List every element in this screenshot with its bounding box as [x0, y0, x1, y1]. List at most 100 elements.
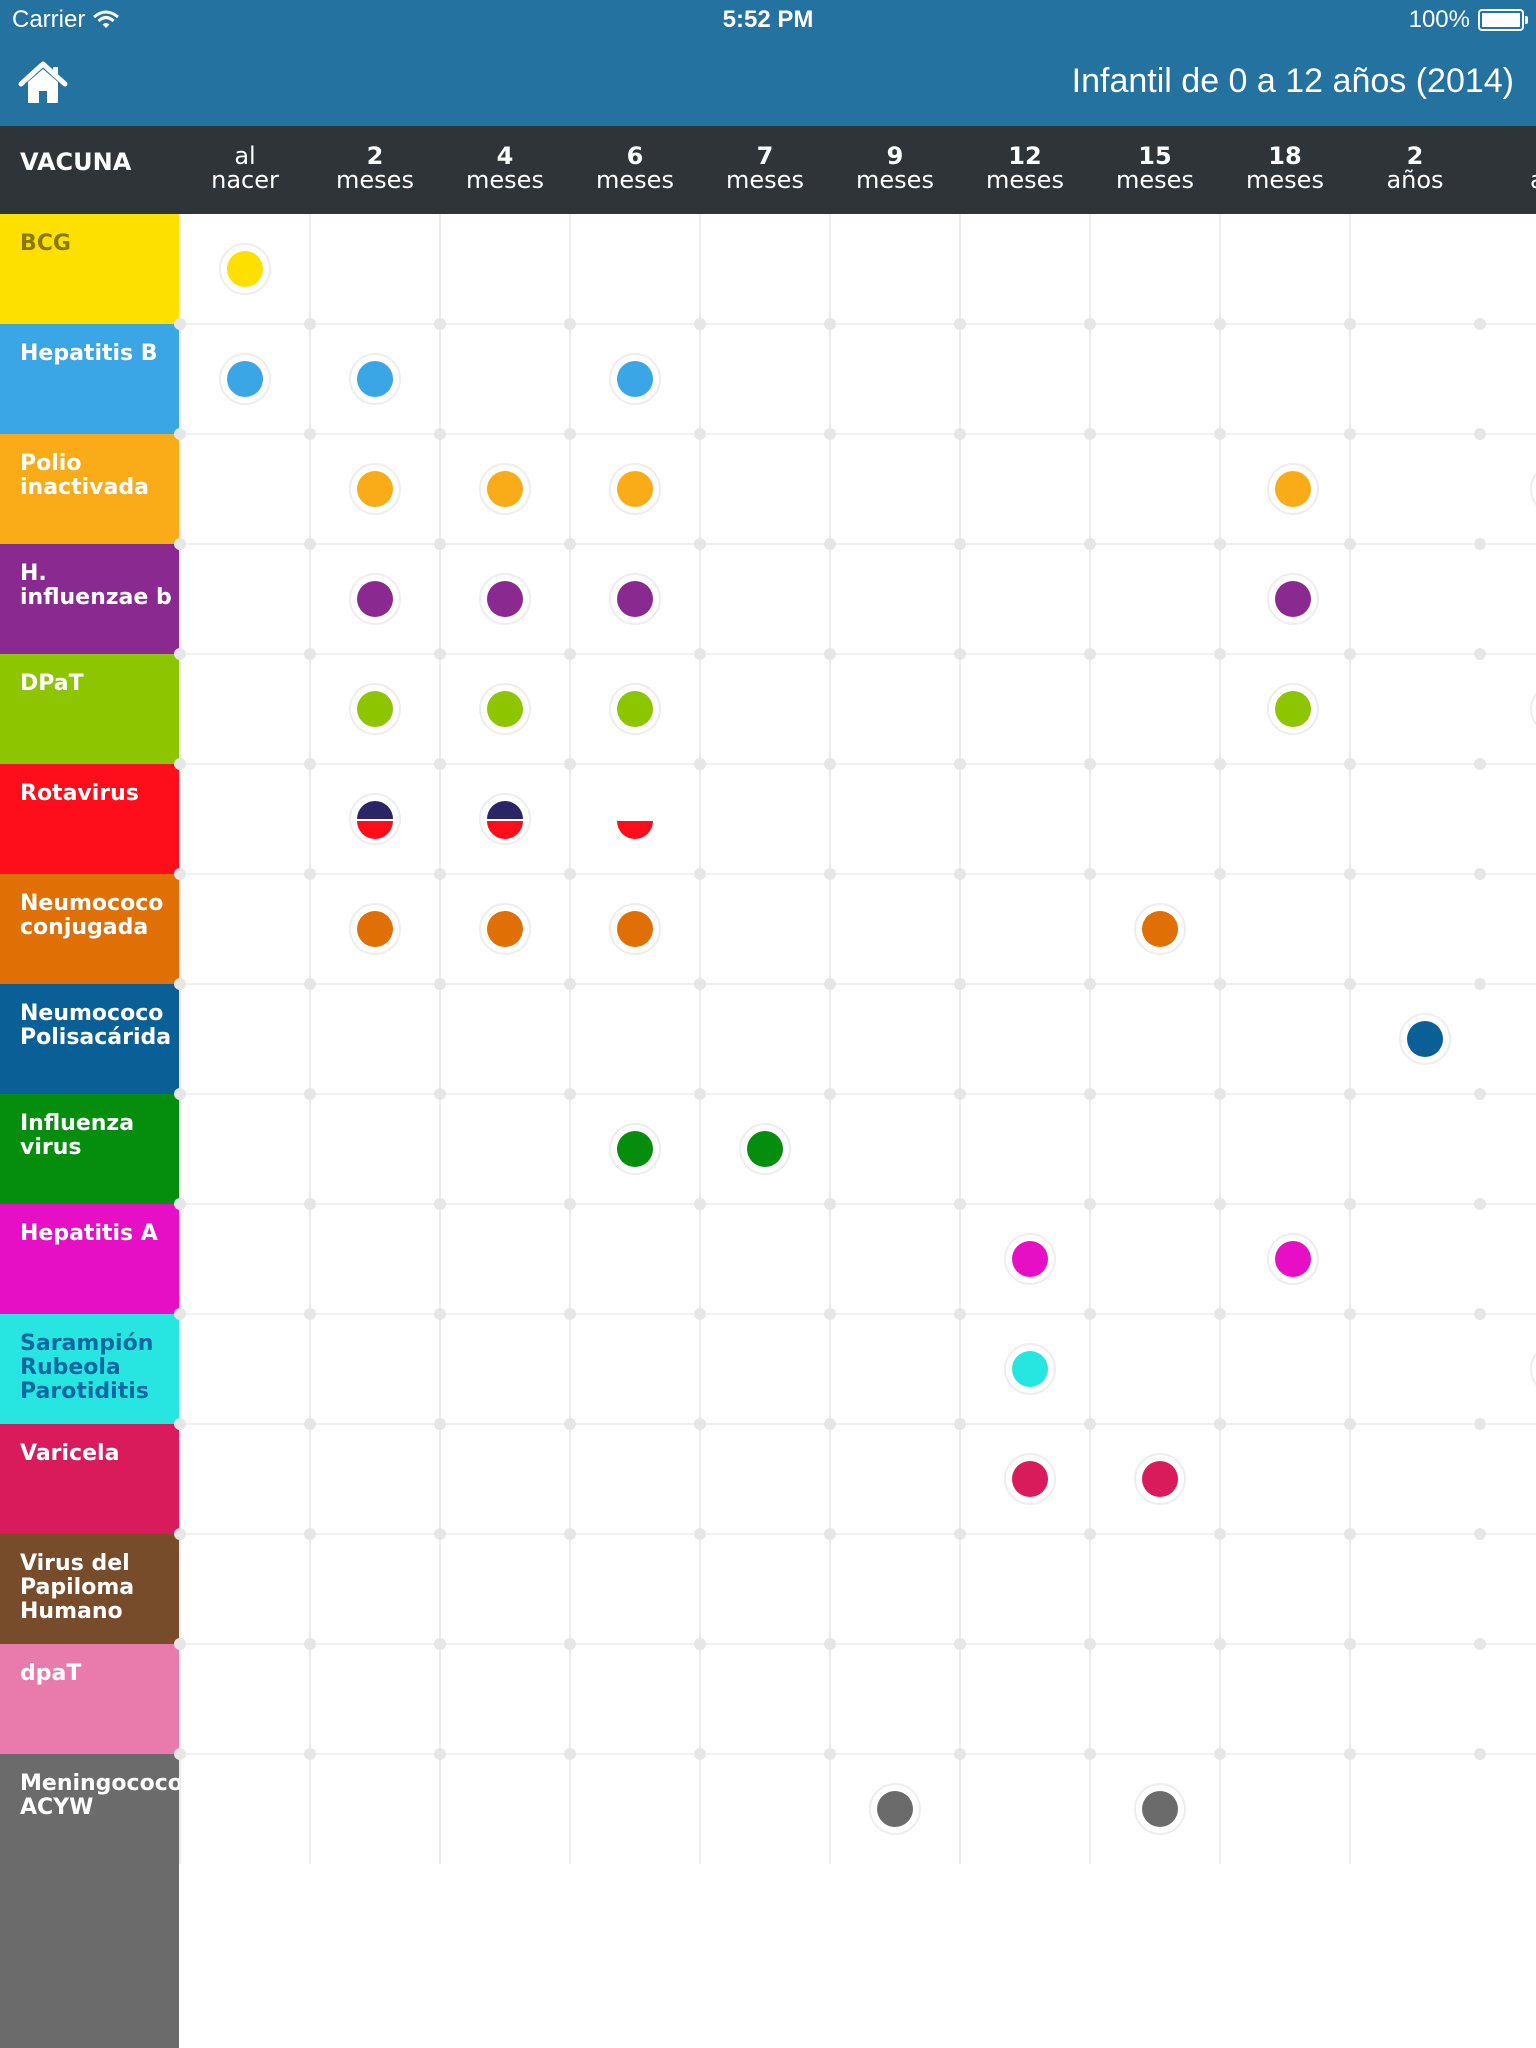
vaccine-row-label[interactable]: Meningococo ACYW: [0, 1754, 183, 2048]
grid-node: [1344, 1748, 1356, 1760]
vaccine-row-label[interactable]: H. influenzae b: [0, 544, 179, 654]
age-column-header: 6 meses: [570, 144, 700, 192]
grid-node: [564, 1198, 576, 1210]
grid-node: [1214, 1418, 1226, 1430]
dose-dot: [227, 251, 263, 287]
dose-dot: [617, 911, 653, 947]
vaccine-row-label[interactable]: Hepatitis B: [0, 324, 179, 434]
grid-node: [694, 1308, 706, 1320]
dose-dot: [487, 471, 523, 507]
grid-node: [1474, 1528, 1486, 1540]
dose-dot: [1012, 1351, 1048, 1387]
rotavirus-dose-bottom: [357, 821, 393, 839]
carrier-status: Carrier: [12, 6, 120, 34]
grid-node: [1084, 318, 1096, 330]
grid-node: [304, 1198, 316, 1210]
grid-node: [1084, 538, 1096, 550]
grid-node: [1344, 1418, 1356, 1430]
dose-dot: [357, 471, 393, 507]
grid-node: [824, 1308, 836, 1320]
dose-dot: [1275, 581, 1311, 617]
age-column-value: 2: [1406, 142, 1424, 170]
vaccine-column-header: VACUNA: [20, 148, 132, 176]
age-column-unit: años: [1386, 166, 1444, 194]
dose-ring: [739, 1123, 791, 1175]
age-column-unit: nacer: [211, 166, 279, 194]
grid-node: [1474, 1198, 1486, 1210]
grid-node: [564, 978, 576, 990]
vaccine-row-label[interactable]: Influenza virus: [0, 1094, 179, 1204]
vaccine-row-label[interactable]: dpaT: [0, 1644, 179, 1754]
grid-node: [954, 648, 966, 660]
age-column-header: 4 meses: [440, 144, 570, 192]
dose-ring: [479, 463, 531, 515]
dose-ring: [1530, 692, 1536, 726]
grid-node: [1474, 978, 1486, 990]
vaccine-row-label[interactable]: Polio inactivada: [0, 434, 179, 544]
home-icon[interactable]: [18, 60, 68, 106]
dose-dot: [1012, 1241, 1048, 1277]
table-header: VACUNA al nacer 2 meses 4 meses 6 meses 7 meses 9 m…: [0, 126, 1536, 214]
dose-ring: [1530, 472, 1536, 506]
vaccine-row-label[interactable]: Varicela: [0, 1424, 179, 1534]
grid-node: [564, 1638, 576, 1650]
vaccine-row-label[interactable]: Neumococo Polisacárida: [0, 984, 179, 1094]
vaccine-row-label[interactable]: Hepatitis A: [0, 1204, 179, 1314]
dose-ring: [479, 793, 531, 845]
grid-node: [1344, 1088, 1356, 1100]
grid-node: [434, 1418, 446, 1430]
vaccine-row-label[interactable]: Rotavirus: [0, 764, 179, 874]
grid-node: [1344, 758, 1356, 770]
age-column-unit: meses: [1246, 166, 1324, 194]
grid-node: [694, 758, 706, 770]
age-column-header: 2 años: [1350, 144, 1480, 192]
grid-node: [434, 538, 446, 550]
vaccine-row-label[interactable]: Virus del Papiloma Humano: [0, 1534, 179, 1644]
grid-node: [564, 868, 576, 880]
grid-node: [1474, 1638, 1486, 1650]
dose-ring: [609, 353, 661, 405]
vaccine-row-label[interactable]: Neumococo conjugada: [0, 874, 179, 984]
grid-node: [434, 318, 446, 330]
grid-node: [1214, 538, 1226, 550]
dose-dot: [357, 911, 393, 947]
grid-node: [564, 1748, 576, 1760]
age-column-unit: meses: [336, 166, 414, 194]
dose-dot: [747, 1131, 783, 1167]
dose-ring: [349, 353, 401, 405]
grid-node: [954, 1748, 966, 1760]
grid-node: [824, 1418, 836, 1430]
rotavirus-dose-top: [357, 801, 393, 819]
grid-node: [1084, 1638, 1096, 1650]
vaccine-row-label[interactable]: Sarampión Rubeola Parotiditis: [0, 1314, 179, 1424]
grid-node: [1474, 428, 1486, 440]
grid-node: [954, 1418, 966, 1430]
dose-ring: [479, 573, 531, 625]
grid-node: [434, 1088, 446, 1100]
dose-ring: [349, 463, 401, 515]
grid-node: [1474, 538, 1486, 550]
grid-node: [1214, 1308, 1226, 1320]
grid-node: [694, 1528, 706, 1540]
grid-node: [694, 318, 706, 330]
age-column-unit: meses: [1116, 166, 1194, 194]
vaccine-row-label[interactable]: DPaT: [0, 654, 179, 764]
dose-ring: [219, 243, 271, 295]
grid-node: [824, 1528, 836, 1540]
vaccine-row-label[interactable]: BCG: [0, 214, 179, 324]
grid-node: [434, 978, 446, 990]
age-column-header: 4añ: [1480, 144, 1536, 192]
wifi-icon: [93, 10, 120, 28]
grid-node: [564, 1528, 576, 1540]
grid-node: [1344, 318, 1356, 330]
grid-node: [1214, 318, 1226, 330]
grid-node: [694, 1748, 706, 1760]
grid-node: [304, 1088, 316, 1100]
dose-dot: [617, 691, 653, 727]
grid-node: [434, 1748, 446, 1760]
dose-dot: [1142, 1461, 1178, 1497]
dose-ring: [1267, 573, 1319, 625]
grid-node: [1214, 868, 1226, 880]
grid-node: [304, 868, 316, 880]
dose-dot: [617, 1131, 653, 1167]
